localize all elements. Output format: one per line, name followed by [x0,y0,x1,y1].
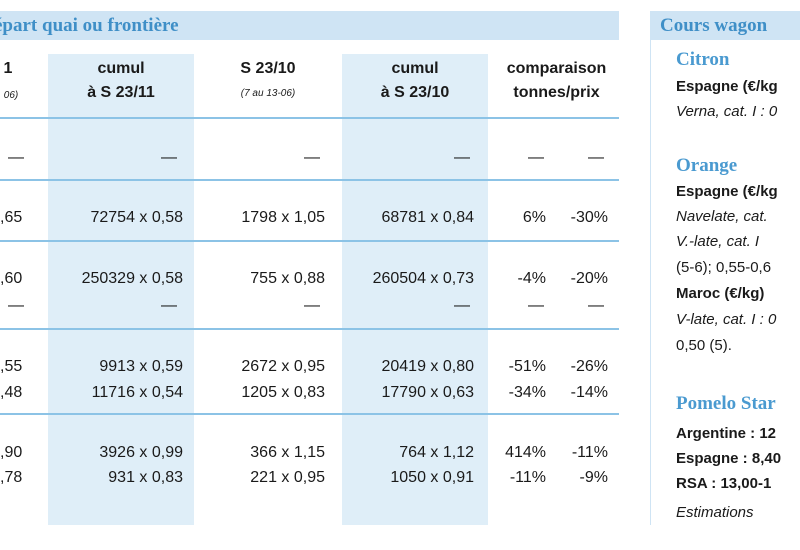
table-cell: 366 x 1,15 [250,444,325,461]
orange-title: Orange [676,155,738,176]
col1-subheader: 06) [3,90,19,101]
table-cell: -9% [579,469,608,486]
orange-line: (5-6); 0,55-0,6 [676,259,772,276]
col4-header-line1: cumul [391,60,439,77]
banner-title: épart quai ou frontière [0,15,179,36]
citron-line: Verna, cat. I : 0 [676,103,778,120]
orange-line: V-late, cat. I : 0 [676,311,777,328]
col5-header-line1: comparaison [506,60,607,77]
empty-dash: — [8,149,24,166]
table-cell: 414% [505,444,546,461]
table-cell: -11% [571,444,608,461]
col4-header-line2: à S 23/10 [380,84,450,101]
empty-dash: — [8,297,24,314]
empty-dash: — [454,149,470,166]
orange-line: Navelate, cat. [676,208,768,225]
table-divider [0,413,619,415]
citron-title: Citron [676,49,730,70]
table-divider [0,179,619,181]
table-cell: 1050 x 0,91 [390,469,474,486]
section-banner-left: épart quai ou frontière [0,11,619,40]
pomelo-line: Argentine : 12 [676,425,777,442]
table-cell: 764 x 1,12 [399,444,474,461]
table-cell: 3926 x 0,99 [99,444,183,461]
orange-line: V.-late, cat. I [676,233,760,250]
table-cell: ,65 [0,209,23,226]
table-cell: 11716 x 0,54 [91,384,183,401]
col1-header: 1 [3,60,13,77]
orange-line: Espagne (€/kg [676,183,778,200]
empty-dash: — [304,149,320,166]
empty-dash: — [161,149,177,166]
table-cell: 2672 x 0,95 [241,358,325,375]
pomelo-line: Espagne : 8,40 [676,450,782,467]
table-cell: ,48 [0,384,23,401]
table-cell: -26% [570,358,608,375]
orange-line: 0,50 (5). [676,337,732,354]
col5-header-line2: tonnes/prix [513,84,600,101]
col2-header-line2: à S 23/11 [87,84,155,101]
table-divider [0,117,619,119]
table-cell: ,90 [0,444,23,461]
table-cell: 1798 x 1,05 [241,209,325,226]
empty-dash: — [528,149,544,166]
section-banner-right: Cours wagon [650,11,800,40]
table-cell: -30% [570,209,608,226]
table-cell: ,55 [0,358,23,375]
empty-dash: — [528,297,544,314]
table-divider [0,328,619,330]
table-cell: -34% [508,384,546,401]
empty-dash: — [454,297,470,314]
table-cell: -20% [570,270,608,287]
table-cell: 72754 x 0,58 [90,209,183,226]
table-cell: 1205 x 0,83 [241,384,325,401]
column-separator [650,40,651,525]
citron-line: Espagne (€/kg [676,78,778,95]
table-cell: 20419 x 0,80 [381,358,474,375]
shaded-column-cumul-1 [48,54,194,525]
col3-header: S 23/10 [240,60,296,77]
table-cell: 755 x 0,88 [250,270,325,287]
table-cell: -14% [570,384,608,401]
table-cell: 9913 x 0,59 [99,358,183,375]
table-cell: 221 x 0,95 [250,469,325,486]
table-cell: 17790 x 0,63 [381,384,474,401]
col3-subheader: (7 au 13-06) [240,88,296,99]
banner-title-right: Cours wagon [660,15,768,36]
pomelo-line: Estimations [676,504,754,521]
table-cell: 6% [522,209,546,226]
table-cell: 250329 x 0,58 [81,270,183,287]
pomelo-line: RSA : 13,00-1 [676,475,772,492]
empty-dash: — [304,297,320,314]
table-cell: -11% [509,469,546,486]
shaded-column-cumul-2 [342,54,488,525]
empty-dash: — [588,297,604,314]
pomelo-title: Pomelo Star [676,393,776,414]
table-cell: ,60 [0,270,23,287]
table-divider [0,240,619,242]
col2-header-line1: cumul [97,60,145,77]
table-cell: -4% [517,270,546,287]
table-cell: -51% [508,358,546,375]
price-table: 1 06) cumul à S 23/11 S 23/10 (7 au 13-0… [0,40,619,525]
table-cell: 68781 x 0,84 [381,209,474,226]
empty-dash: — [588,149,604,166]
table-cell: 260504 x 0,73 [372,270,474,287]
table-cell: 931 x 0,83 [108,469,183,486]
empty-dash: — [161,297,177,314]
orange-line: Maroc (€/kg) [676,285,765,302]
table-cell: ,78 [0,469,23,486]
